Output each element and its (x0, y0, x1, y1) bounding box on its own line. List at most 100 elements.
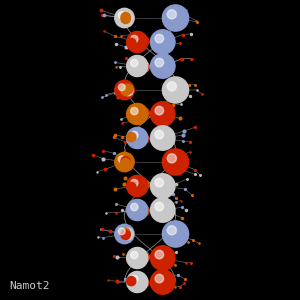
Circle shape (151, 37, 160, 46)
Circle shape (151, 30, 175, 54)
Circle shape (130, 35, 138, 43)
Circle shape (130, 131, 138, 139)
Circle shape (123, 230, 133, 240)
Circle shape (151, 36, 162, 46)
Circle shape (127, 56, 148, 76)
Circle shape (155, 106, 164, 115)
Circle shape (139, 61, 149, 72)
Circle shape (162, 149, 189, 175)
Circle shape (127, 248, 148, 268)
Circle shape (121, 230, 130, 239)
Circle shape (140, 62, 149, 71)
Circle shape (162, 5, 189, 31)
Circle shape (139, 252, 149, 262)
Circle shape (130, 179, 138, 187)
Circle shape (170, 13, 179, 22)
Circle shape (170, 229, 179, 238)
Circle shape (118, 84, 125, 91)
Circle shape (121, 229, 130, 238)
Circle shape (151, 181, 160, 190)
Circle shape (115, 152, 134, 172)
Circle shape (170, 86, 179, 95)
Circle shape (151, 198, 175, 222)
Circle shape (155, 274, 164, 283)
Circle shape (121, 157, 130, 166)
Circle shape (130, 251, 138, 259)
Circle shape (139, 206, 149, 216)
Circle shape (127, 176, 148, 197)
Circle shape (129, 204, 139, 214)
Circle shape (164, 254, 173, 263)
Circle shape (127, 38, 136, 47)
Circle shape (167, 226, 176, 235)
Circle shape (121, 158, 130, 167)
Circle shape (164, 133, 173, 142)
Circle shape (140, 181, 149, 190)
Circle shape (140, 253, 149, 262)
Circle shape (129, 254, 139, 264)
Circle shape (121, 86, 130, 95)
Circle shape (127, 128, 148, 148)
Circle shape (129, 60, 139, 70)
Circle shape (140, 134, 149, 143)
Circle shape (123, 84, 133, 94)
Circle shape (118, 156, 125, 163)
Circle shape (151, 278, 162, 288)
Circle shape (155, 178, 164, 187)
Circle shape (155, 34, 164, 43)
Circle shape (160, 181, 172, 193)
Circle shape (162, 77, 189, 103)
Circle shape (170, 230, 179, 239)
Circle shape (151, 62, 160, 71)
Circle shape (155, 250, 164, 259)
Circle shape (121, 85, 130, 94)
Circle shape (164, 182, 173, 191)
Circle shape (166, 13, 178, 25)
Circle shape (151, 102, 175, 126)
Circle shape (164, 205, 173, 214)
Circle shape (160, 37, 172, 49)
Circle shape (151, 206, 160, 215)
Text: Namot2: Namot2 (9, 281, 50, 291)
Circle shape (164, 61, 173, 70)
Circle shape (127, 133, 136, 142)
Circle shape (151, 180, 162, 190)
Circle shape (151, 109, 160, 118)
Circle shape (127, 103, 148, 124)
Circle shape (167, 82, 176, 91)
Circle shape (118, 228, 125, 235)
Circle shape (155, 130, 164, 139)
Circle shape (127, 254, 136, 263)
Circle shape (140, 206, 149, 215)
Circle shape (151, 246, 175, 270)
Circle shape (151, 174, 175, 198)
Circle shape (123, 86, 133, 96)
Circle shape (127, 272, 148, 292)
Circle shape (166, 157, 178, 169)
Circle shape (123, 228, 133, 238)
Circle shape (167, 10, 176, 19)
Circle shape (127, 61, 136, 70)
Circle shape (139, 108, 149, 118)
Circle shape (118, 12, 125, 19)
Circle shape (170, 14, 179, 23)
Circle shape (151, 54, 175, 78)
Circle shape (130, 59, 138, 67)
Circle shape (151, 126, 175, 150)
Circle shape (151, 270, 175, 294)
Circle shape (170, 157, 179, 166)
Circle shape (140, 109, 149, 118)
Circle shape (127, 205, 136, 214)
Circle shape (115, 80, 134, 100)
Circle shape (121, 13, 130, 22)
Circle shape (166, 11, 178, 23)
Circle shape (164, 277, 173, 286)
Circle shape (170, 158, 179, 167)
Circle shape (127, 182, 136, 191)
Circle shape (160, 275, 172, 287)
Circle shape (127, 110, 136, 119)
Circle shape (160, 131, 172, 143)
Circle shape (164, 110, 173, 119)
Circle shape (130, 275, 138, 283)
Circle shape (166, 155, 178, 167)
